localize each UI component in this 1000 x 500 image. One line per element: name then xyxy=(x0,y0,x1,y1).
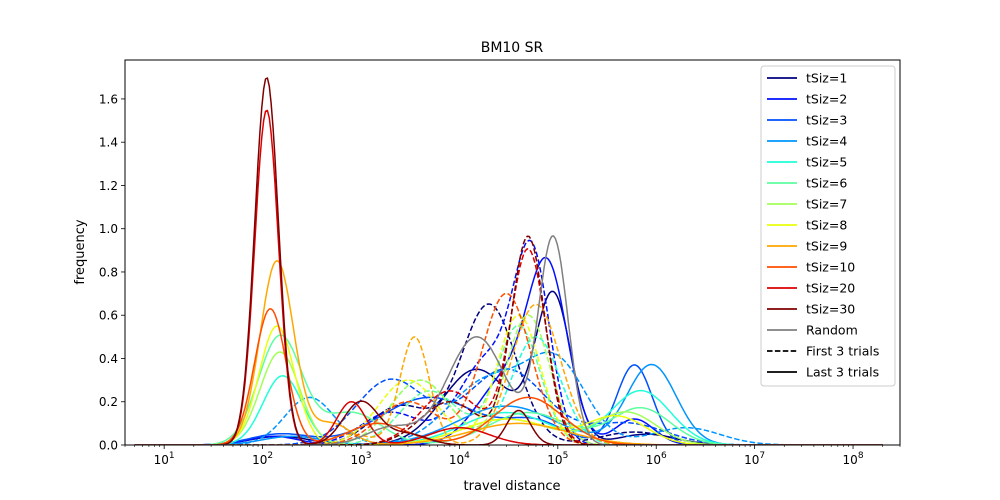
x-axis-label: travel distance xyxy=(464,479,561,494)
legend-label: tSiz=9 xyxy=(806,239,847,254)
y-tick-label: 0.6 xyxy=(99,309,118,323)
series-line-7 xyxy=(134,351,883,445)
legend: tSiz=1 tSiz=2 tSiz=3 tSiz=4 tSiz=5 tSiz=6 tSiz… xyxy=(760,65,896,387)
legend-label: tSiz=10 xyxy=(806,260,855,275)
series-line-3 xyxy=(134,239,883,445)
series-line-20 xyxy=(134,308,883,445)
legend-label: tSiz=8 xyxy=(806,218,847,233)
series-line-22 xyxy=(134,109,883,445)
chart-title: BM10 SR xyxy=(481,40,544,56)
y-tick-label: 0.2 xyxy=(99,395,118,409)
y-tick-label: 1.0 xyxy=(99,222,118,236)
legend-label: tSiz=4 xyxy=(806,134,847,149)
series-line-16 xyxy=(134,325,883,445)
legend-label: First 3 trials xyxy=(806,344,879,359)
series-line-9 xyxy=(134,336,883,445)
y-tick-label: 1.4 xyxy=(99,136,118,150)
series-line-10 xyxy=(134,375,883,445)
plot-area-frame xyxy=(124,59,901,446)
legend-label: tSiz=1 xyxy=(806,71,847,86)
legend-label: tSiz=6 xyxy=(806,176,847,191)
series-line-25 xyxy=(134,235,883,445)
y-tick-label: 1.6 xyxy=(99,92,118,106)
y-tick-label: 0.0 xyxy=(99,439,118,453)
legend-label: Random xyxy=(806,323,858,338)
series-line-23 xyxy=(134,235,883,445)
series-line-19 xyxy=(134,292,883,445)
legend-label: tSiz=20 xyxy=(806,281,855,296)
y-tick-label: 0.4 xyxy=(99,352,118,366)
legend-label: Last 3 trials xyxy=(806,365,879,380)
legend-label: tSiz=3 xyxy=(806,113,847,128)
legend-label: tSiz=5 xyxy=(806,155,847,170)
legend-label: tSiz=7 xyxy=(806,197,847,212)
series-line-4 xyxy=(134,256,883,445)
series-line-24 xyxy=(134,77,883,445)
legend-label: tSiz=30 xyxy=(806,302,855,317)
y-axis: 0.0 0.2 0.4 0.6 0.8 1.0 1.2 1.4 1.6 xyxy=(99,92,125,453)
series-line-8 xyxy=(134,363,883,445)
series-line-12 xyxy=(134,334,883,445)
y-tick-label: 0.8 xyxy=(99,265,118,279)
series-layer xyxy=(134,77,883,445)
legend-label: tSiz=2 xyxy=(806,92,847,107)
legend-box xyxy=(760,65,896,387)
series-line-6 xyxy=(134,364,883,445)
y-axis-label: frequency xyxy=(73,219,88,285)
y-tick-label: 1.2 xyxy=(99,179,118,193)
